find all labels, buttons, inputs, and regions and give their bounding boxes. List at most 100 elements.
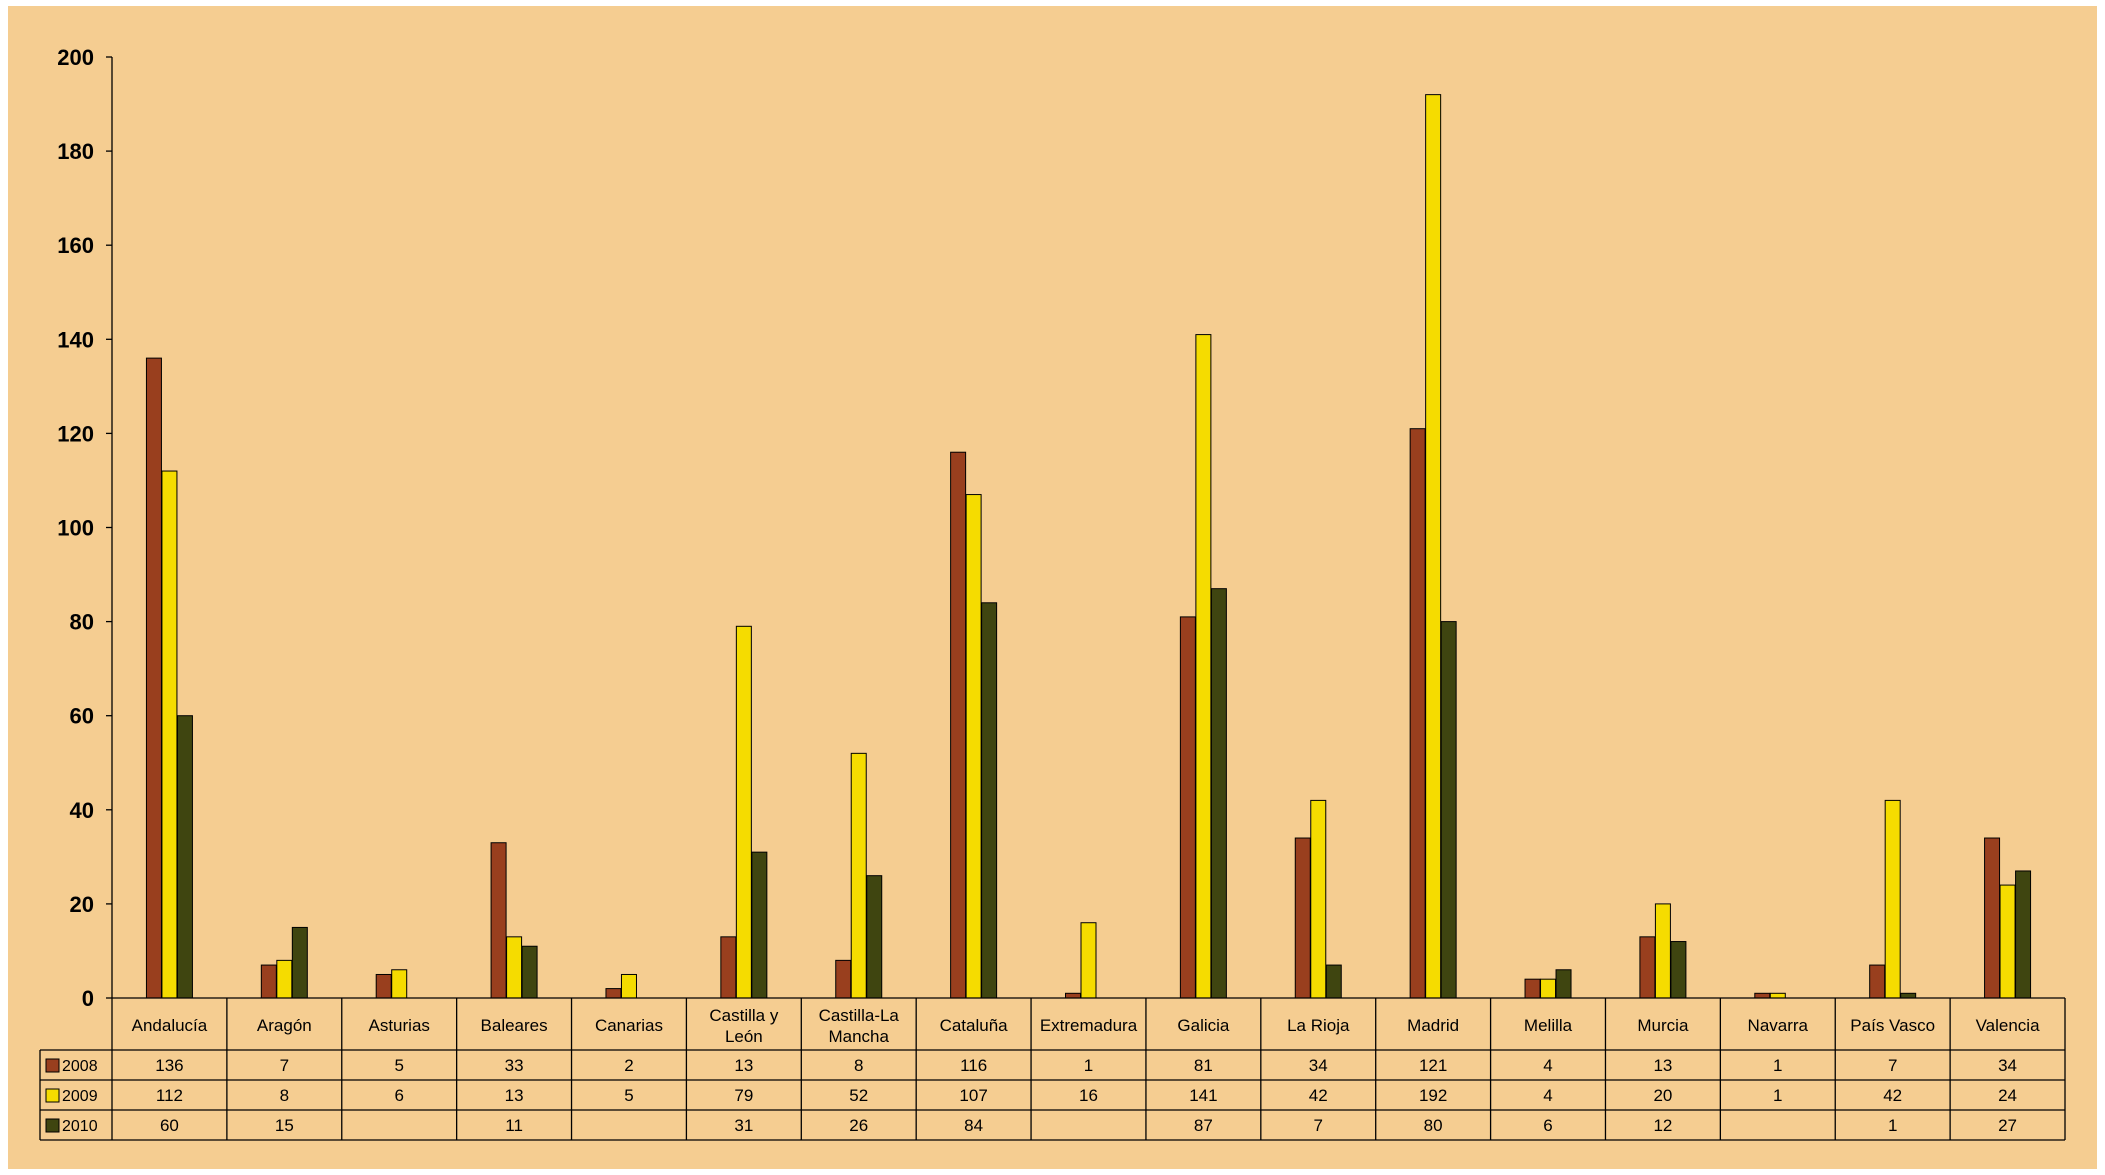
y-tick-label: 200	[57, 45, 94, 70]
data-table-value: 8	[854, 1056, 863, 1075]
category-label: Castilla y León	[709, 1006, 778, 1046]
legend-label: 2008	[62, 1058, 98, 1075]
data-table-value: 33	[505, 1056, 524, 1075]
data-table-value: 31	[734, 1116, 753, 1135]
y-tick-label: 140	[57, 327, 94, 352]
bar-2008	[720, 936, 737, 999]
y-tick-label: 60	[70, 704, 94, 729]
bar-2008	[1409, 428, 1426, 999]
bar-2010	[176, 715, 193, 999]
bar-2008	[1524, 978, 1541, 999]
bar-2009	[735, 625, 752, 999]
data-table-value: 87	[1194, 1116, 1213, 1135]
bar-2009	[506, 936, 523, 999]
data-table-value: 192	[1419, 1086, 1447, 1105]
data-table-value: 5	[624, 1086, 633, 1105]
bar-2009	[276, 959, 293, 999]
bar-2009	[1769, 992, 1786, 999]
bar-2010	[866, 875, 883, 999]
bar-2008	[835, 959, 852, 999]
data-table-value: 60	[160, 1116, 179, 1135]
data-table-value: 5	[394, 1056, 403, 1075]
chart-frame	[8, 6, 2097, 1169]
bar-2010	[981, 602, 998, 999]
data-table-value: 12	[1653, 1116, 1672, 1135]
legend-key-2008	[45, 1058, 60, 1073]
data-table-value: 24	[1998, 1086, 2017, 1105]
bar-2009	[1540, 978, 1557, 999]
bar-2009	[1884, 799, 1901, 999]
data-table-value: 34	[1998, 1056, 2017, 1075]
bar-2010	[1900, 992, 1917, 999]
category-label: Asturias	[368, 1016, 429, 1035]
bar-2009	[1195, 334, 1212, 999]
data-table-value: 84	[964, 1116, 983, 1135]
data-table-value: 1	[1888, 1116, 1897, 1135]
data-table-value: 27	[1998, 1116, 2017, 1135]
category-label: La Rioja	[1287, 1016, 1350, 1035]
category-label: Baleares	[481, 1016, 548, 1035]
bar-2008	[1294, 837, 1311, 999]
data-table-value: 6	[394, 1086, 403, 1105]
data-table-value: 8	[280, 1086, 289, 1105]
data-table-value: 15	[275, 1116, 294, 1135]
bar-2009	[161, 470, 178, 999]
bar-2010	[521, 945, 538, 999]
data-table-value: 11	[505, 1116, 523, 1135]
category-label: Madrid	[1407, 1016, 1459, 1035]
data-table-value: 116	[960, 1056, 987, 1075]
data-table-value: 13	[1653, 1056, 1672, 1075]
data-table-value: 136	[155, 1056, 183, 1075]
y-tick-label: 80	[70, 610, 94, 635]
data-table-value: 42	[1309, 1086, 1328, 1105]
category-label: Galicia	[1177, 1016, 1230, 1035]
bar-2008	[1065, 992, 1081, 999]
legend-key-2009	[45, 1088, 60, 1103]
data-table-value: 52	[849, 1086, 868, 1105]
data-table-value: 13	[734, 1056, 753, 1075]
data-table-value: 121	[1419, 1056, 1447, 1075]
bar-2008	[1179, 616, 1196, 999]
bar-2008	[490, 842, 507, 999]
bar-2008	[1984, 837, 2001, 999]
bar-2009	[1310, 799, 1327, 999]
data-table-value: 16	[1079, 1086, 1098, 1105]
category-label: País Vasco	[1850, 1016, 1935, 1035]
bar-2010	[1670, 941, 1687, 999]
data-table-value: 1	[1773, 1086, 1782, 1105]
bar-2008	[1754, 992, 1771, 999]
data-table-value: 7	[280, 1056, 289, 1075]
y-tick-label: 20	[70, 892, 94, 917]
data-table-value: 1	[1773, 1056, 1782, 1075]
data-table-value: 1	[1084, 1056, 1093, 1075]
data-table-value: 26	[849, 1116, 868, 1135]
category-label: Melilla	[1524, 1016, 1573, 1035]
bar-2008	[605, 988, 622, 999]
category-label: Castilla-La Mancha	[819, 1006, 900, 1046]
data-table-value: 79	[734, 1086, 753, 1105]
data-table-value: 80	[1424, 1116, 1443, 1135]
bar-2009	[1999, 884, 2016, 999]
data-table-value: 7	[1314, 1116, 1323, 1135]
bar-2010	[1210, 588, 1227, 999]
y-tick-label: 160	[57, 233, 94, 258]
bar-2010	[1555, 969, 1572, 999]
bar-2009	[620, 973, 637, 999]
bar-2008	[950, 451, 967, 999]
bar-2009	[391, 969, 408, 999]
bar-2009	[850, 752, 867, 999]
bar-2009	[1654, 903, 1671, 999]
data-table-value: 112	[156, 1086, 183, 1105]
data-table-value: 42	[1883, 1086, 1902, 1105]
data-table-value: 7	[1888, 1056, 1897, 1075]
bar-2010	[2015, 870, 2032, 999]
data-table-value: 141	[1189, 1086, 1217, 1105]
bar-2008	[145, 357, 162, 999]
legend-label: 2009	[62, 1088, 98, 1105]
y-tick-label: 180	[57, 139, 94, 164]
bar-2009	[965, 494, 982, 999]
bar-2010	[751, 851, 768, 999]
data-table-value: 4	[1543, 1086, 1552, 1105]
bar-2010	[1325, 964, 1342, 999]
